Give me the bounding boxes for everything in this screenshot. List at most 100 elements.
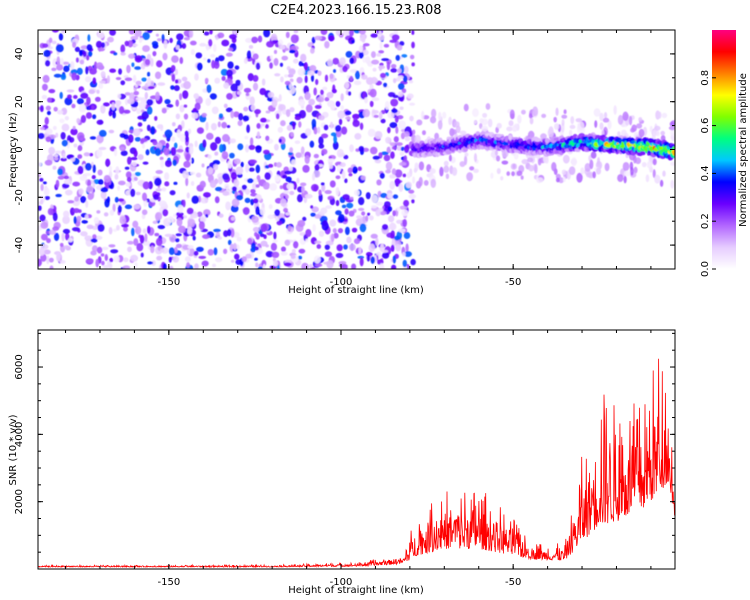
spectrogram-cell <box>283 262 292 267</box>
figure-title: C2E4.2023.166.15.23.R08 <box>270 3 441 18</box>
spectrogram-cell <box>274 174 281 182</box>
spectrogram-cell <box>245 37 253 44</box>
spectrogram-cell <box>227 160 233 169</box>
spectrogram-cell <box>44 116 49 125</box>
spectrogram-cell <box>116 224 120 231</box>
spectrogram-cell <box>245 92 250 97</box>
spectrogram-cell <box>51 40 57 45</box>
spectrogram-cell <box>371 194 379 204</box>
spectrogram-cell <box>275 113 280 120</box>
spectrogram-cell <box>312 172 316 181</box>
spectrogram-cell <box>406 93 414 99</box>
spectrogram-cell <box>273 231 277 240</box>
spectrogram-cell <box>39 247 45 256</box>
spectrogram-cell <box>88 89 96 95</box>
spectrogram-cell <box>282 174 288 179</box>
spectrogram-cell <box>206 132 214 140</box>
spectrogram-cell <box>659 179 664 187</box>
spectrogram-cell <box>155 237 163 247</box>
spectrogram-cell <box>406 172 411 179</box>
spectrogram-cell <box>348 210 355 217</box>
spectrogram-cell <box>108 129 115 134</box>
spectrogram-cell <box>120 52 126 56</box>
spectrogram-cell <box>101 246 109 251</box>
spectrogram-cell <box>385 161 393 171</box>
spectrogram-cell <box>636 123 643 129</box>
spectrogram-cell <box>259 207 266 216</box>
spectrogram-cell <box>75 57 80 63</box>
spectrogram-cell <box>273 260 279 267</box>
spectrogram-cell <box>315 78 319 85</box>
spectrogram-cell <box>53 106 58 112</box>
spectrogram-cell <box>243 106 249 112</box>
spectrogram-cell <box>508 120 514 127</box>
spectrogram-cell <box>371 97 380 102</box>
spectrogram-cell <box>210 142 218 151</box>
spectrogram-cell <box>318 143 325 149</box>
spectrogram-cell <box>288 166 293 172</box>
spectrogram-cell <box>623 175 627 184</box>
spectrogram-cell <box>379 172 385 179</box>
spectrogram-cell <box>613 105 617 115</box>
spectrogram-cell <box>255 262 259 268</box>
spectrogram-cell <box>51 67 57 72</box>
spectrogram-cell <box>322 86 328 91</box>
spectrogram-cell <box>92 164 96 174</box>
spectrogram-cell <box>176 129 181 138</box>
spectrogram-cell <box>64 233 70 241</box>
spectrogram-cell <box>186 207 194 215</box>
spectrogram-cell <box>56 252 61 262</box>
spectrogram-cell <box>42 43 49 48</box>
spectrogram-cell <box>178 225 186 234</box>
spectrogram-cell <box>367 212 371 216</box>
spectrogram-cell <box>71 103 76 109</box>
spectrogram-cell <box>300 182 307 187</box>
spectrogram-cell <box>93 61 98 71</box>
spectrogram-cell <box>409 115 414 122</box>
spectrogram-cell <box>209 180 217 188</box>
spectrogram-cell <box>108 110 113 117</box>
spectrogram-cell <box>205 98 212 106</box>
spectrogram-cell <box>380 118 386 124</box>
spectrogram-cell <box>164 159 172 168</box>
spectrogram-cell <box>87 34 91 42</box>
spectrogram-cell <box>195 52 203 59</box>
spectrogram-cell <box>275 217 280 222</box>
spectrogram-cell <box>89 68 97 75</box>
spectrogram-cell <box>563 109 567 114</box>
spectrogram-cell <box>386 61 391 71</box>
spectrogram-cell <box>134 136 141 142</box>
spectrogram-cell <box>389 142 397 147</box>
spectrogram-cell <box>223 103 228 109</box>
spectrogram-cell <box>127 40 134 48</box>
spectrogram-cell <box>106 75 111 84</box>
spectrogram-cell <box>403 131 410 138</box>
spectrogram-cell <box>324 74 329 83</box>
spectrogram-y-tick-label: 20 <box>14 95 25 108</box>
spectrogram-cell <box>247 237 253 245</box>
spectrogram-cell <box>359 257 364 267</box>
spectrogram-cell <box>251 183 258 190</box>
spectrogram-cell <box>308 98 315 106</box>
spectrogram-cell <box>534 163 538 174</box>
spectrogram-cell <box>185 135 189 143</box>
spectrogram-cell <box>254 108 261 115</box>
spectrogram-cell <box>371 59 380 65</box>
spectrogram-cell <box>112 111 116 119</box>
spectrogram-cell <box>84 76 92 83</box>
spectrogram-cell <box>304 155 310 164</box>
spectrogram-cell <box>240 161 244 168</box>
spectrogram-cell <box>221 75 226 81</box>
spectrogram-cell <box>288 68 296 76</box>
spectrogram-cell <box>185 153 191 162</box>
spectrogram-x-tick-label: -150 <box>157 277 180 288</box>
spectrogram-cell <box>221 39 230 47</box>
spectrogram-cell <box>95 40 103 49</box>
spectrogram-cell <box>231 186 237 192</box>
spectrogram-cell <box>317 126 321 134</box>
spectrogram-cell <box>332 141 339 150</box>
spectrogram-cell <box>252 198 259 204</box>
spectrogram-cell <box>328 163 333 170</box>
spectrogram-cell <box>220 68 228 76</box>
spectrogram-cell <box>144 92 149 100</box>
